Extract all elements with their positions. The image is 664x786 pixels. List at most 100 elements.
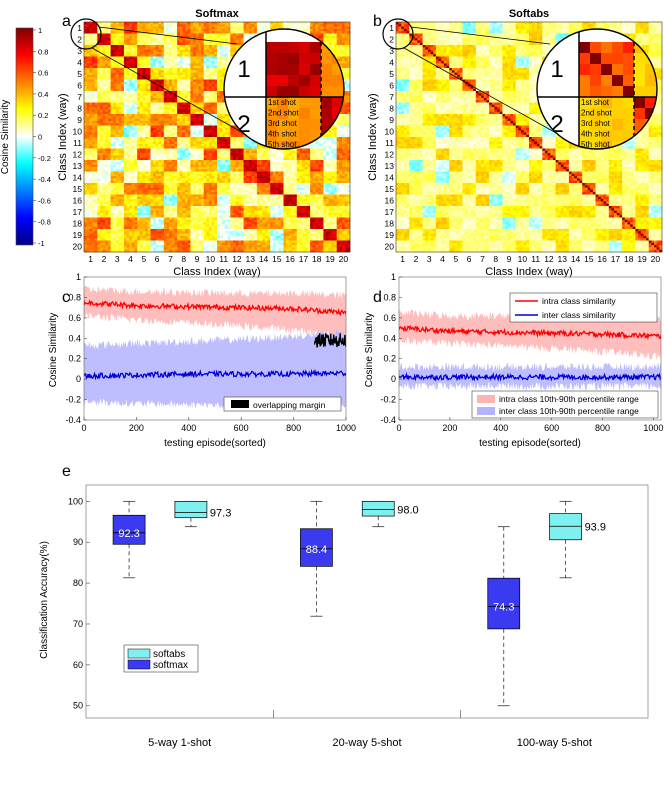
heatmap-a-ylabel: Class Index (way) [57,93,69,180]
x-tick-label: 800 [286,423,301,433]
overlapping-margin-line [313,333,346,348]
category-label: 20-way 5-shot [332,737,401,749]
colorbar-tick: 0.4 [38,90,48,99]
heatmap-xtick: 15 [584,254,594,264]
heatmap-xtick: 15 [272,254,282,264]
heatmap-xtick: 18 [312,254,322,264]
colorbar-tick: 0 [38,133,42,142]
colorbar-tick: -1 [38,239,45,248]
panel-letter-a: a [62,13,71,30]
heatmap-xtick: 10 [518,254,528,264]
heatmap-b-title: Softabs [509,8,549,20]
inset-shot-label: 4th shot [581,130,610,139]
heatmap-ytick: 9 [389,115,394,125]
heatmap-ytick: 6 [77,80,82,90]
x-tick-label: 1000 [643,423,663,433]
colorbar-tick: -0.6 [38,196,51,205]
y-tick-label: 0.8 [383,292,396,302]
x-tick-label: 200 [129,423,144,433]
heatmap-xtick: 2 [102,254,107,264]
heatmap-xtick: 16 [597,254,607,264]
heatmap-xtick: 14 [259,254,269,264]
heatmap-ytick: 18 [385,218,395,228]
heatmap-ytick: 15 [73,184,83,194]
chart-e-legend: softabs softmax [123,644,199,673]
y-tick-label: 50 [73,701,83,711]
y-tick-label: -0.2 [380,395,396,405]
heatmap-ytick: 2 [389,34,394,44]
heatmap-xtick: 7 [480,254,485,264]
heatmap-xtick: 12 [232,254,242,264]
chart-c-legend: overlapping margin [223,396,342,412]
legend-softmax: softmax [153,660,188,671]
softabs-box [361,501,395,517]
zoom-circle-a [70,18,102,50]
softabs-box [549,513,582,541]
heatmap-xtick: 3 [115,254,120,264]
colorbar-label: Cosine Similarity [0,100,11,174]
softabs-median-label: 97.3 [210,507,231,519]
zoom-circle-b [382,18,414,50]
heatmap-xtick: 18 [624,254,634,264]
heatmap-ytick: 17 [73,207,83,217]
heatmap-ytick: 8 [389,103,394,113]
heatmap-ytick: 14 [73,172,83,182]
chart-d-legend-top: intra class similarity inter class simil… [509,292,658,323]
heatmap-xtick: 13 [246,254,256,264]
heatmap-xtick: 14 [571,254,581,264]
heatmap-ytick: 1 [389,23,394,33]
heatmap-xtick: 3 [427,254,432,264]
heatmap-ytick: 5 [77,69,82,79]
heatmap-ytick: 4 [77,57,82,67]
x-tick-label: 800 [595,423,610,433]
x-tick-label: 400 [493,423,508,433]
heatmap-ytick: 20 [73,241,83,251]
heatmap-ytick: 5 [389,69,394,79]
heatmap-xtick: 5 [453,254,458,264]
inset-shot-label: 5th shot [268,140,297,149]
heatmap-ytick: 19 [73,230,83,240]
colorbar-tick: 0.6 [38,69,48,78]
inset-shot-label: 3rd shot [581,119,611,128]
legend-inter-similarity: inter class similarity [542,310,616,320]
heatmap-ytick: 2 [77,34,82,44]
line-chart-c: 0 200 400 600 800 1000-0.4-0.200.20.40.60.81 … [48,272,356,449]
heatmap-xtick: 9 [195,254,200,264]
legend-intra-range: intra class 10th-90th percentile range [499,394,639,404]
heatmap-ytick: 13 [73,161,83,171]
chart-d-ylabel: Cosine Similarity [364,313,375,387]
softabs-box [174,501,208,519]
y-tick-label: 0.2 [383,354,396,364]
y-tick-label: 1 [391,272,396,282]
inset-shot-label: 5th shot [581,140,610,149]
chart-d-xlabel: testing episode(sorted) [479,438,581,449]
heatmap-xtick: 1 [400,254,405,264]
heatmap-xtick: 20 [339,254,349,264]
y-tick-label: -0.4 [65,415,81,425]
panel-letter-d: d [373,289,382,306]
softmax-median-label: 92.3 [118,528,139,540]
heatmap-xtick: 4 [440,254,445,264]
softmax-box [300,528,333,567]
heatmap-xtick: 19 [325,254,335,264]
softmax-box [112,514,146,545]
y-tick-label: -0.4 [380,415,396,425]
y-tick-label: 0.2 [68,354,81,364]
heatmap-ytick: 4 [389,57,394,67]
heatmap-ytick: 11 [385,138,394,148]
heatmap-ytick: 7 [389,92,394,102]
softabs-median-label: 93.9 [585,521,606,533]
heatmap-ytick: 10 [385,126,395,136]
legend-softabs: softabs [153,649,185,660]
heatmap-ytick: 11 [73,138,82,148]
colorbar-tick: 0.8 [38,47,48,56]
inset-shot-label: 4th shot [268,130,297,139]
panel-letter-e: e [62,463,71,480]
heatmap-xtick: 11 [219,254,228,264]
y-tick-label: 0.6 [383,313,396,323]
heatmap-ytick: 1 [77,23,82,33]
chart-d-legend-bottom: intra class 10th-90th percentile range i… [471,390,659,419]
inset-shot-label: 2nd shot [581,109,612,118]
y-tick-label: 60 [73,660,83,670]
heatmap-a: Softmax 11223344556677889910101111121213… [57,8,351,278]
